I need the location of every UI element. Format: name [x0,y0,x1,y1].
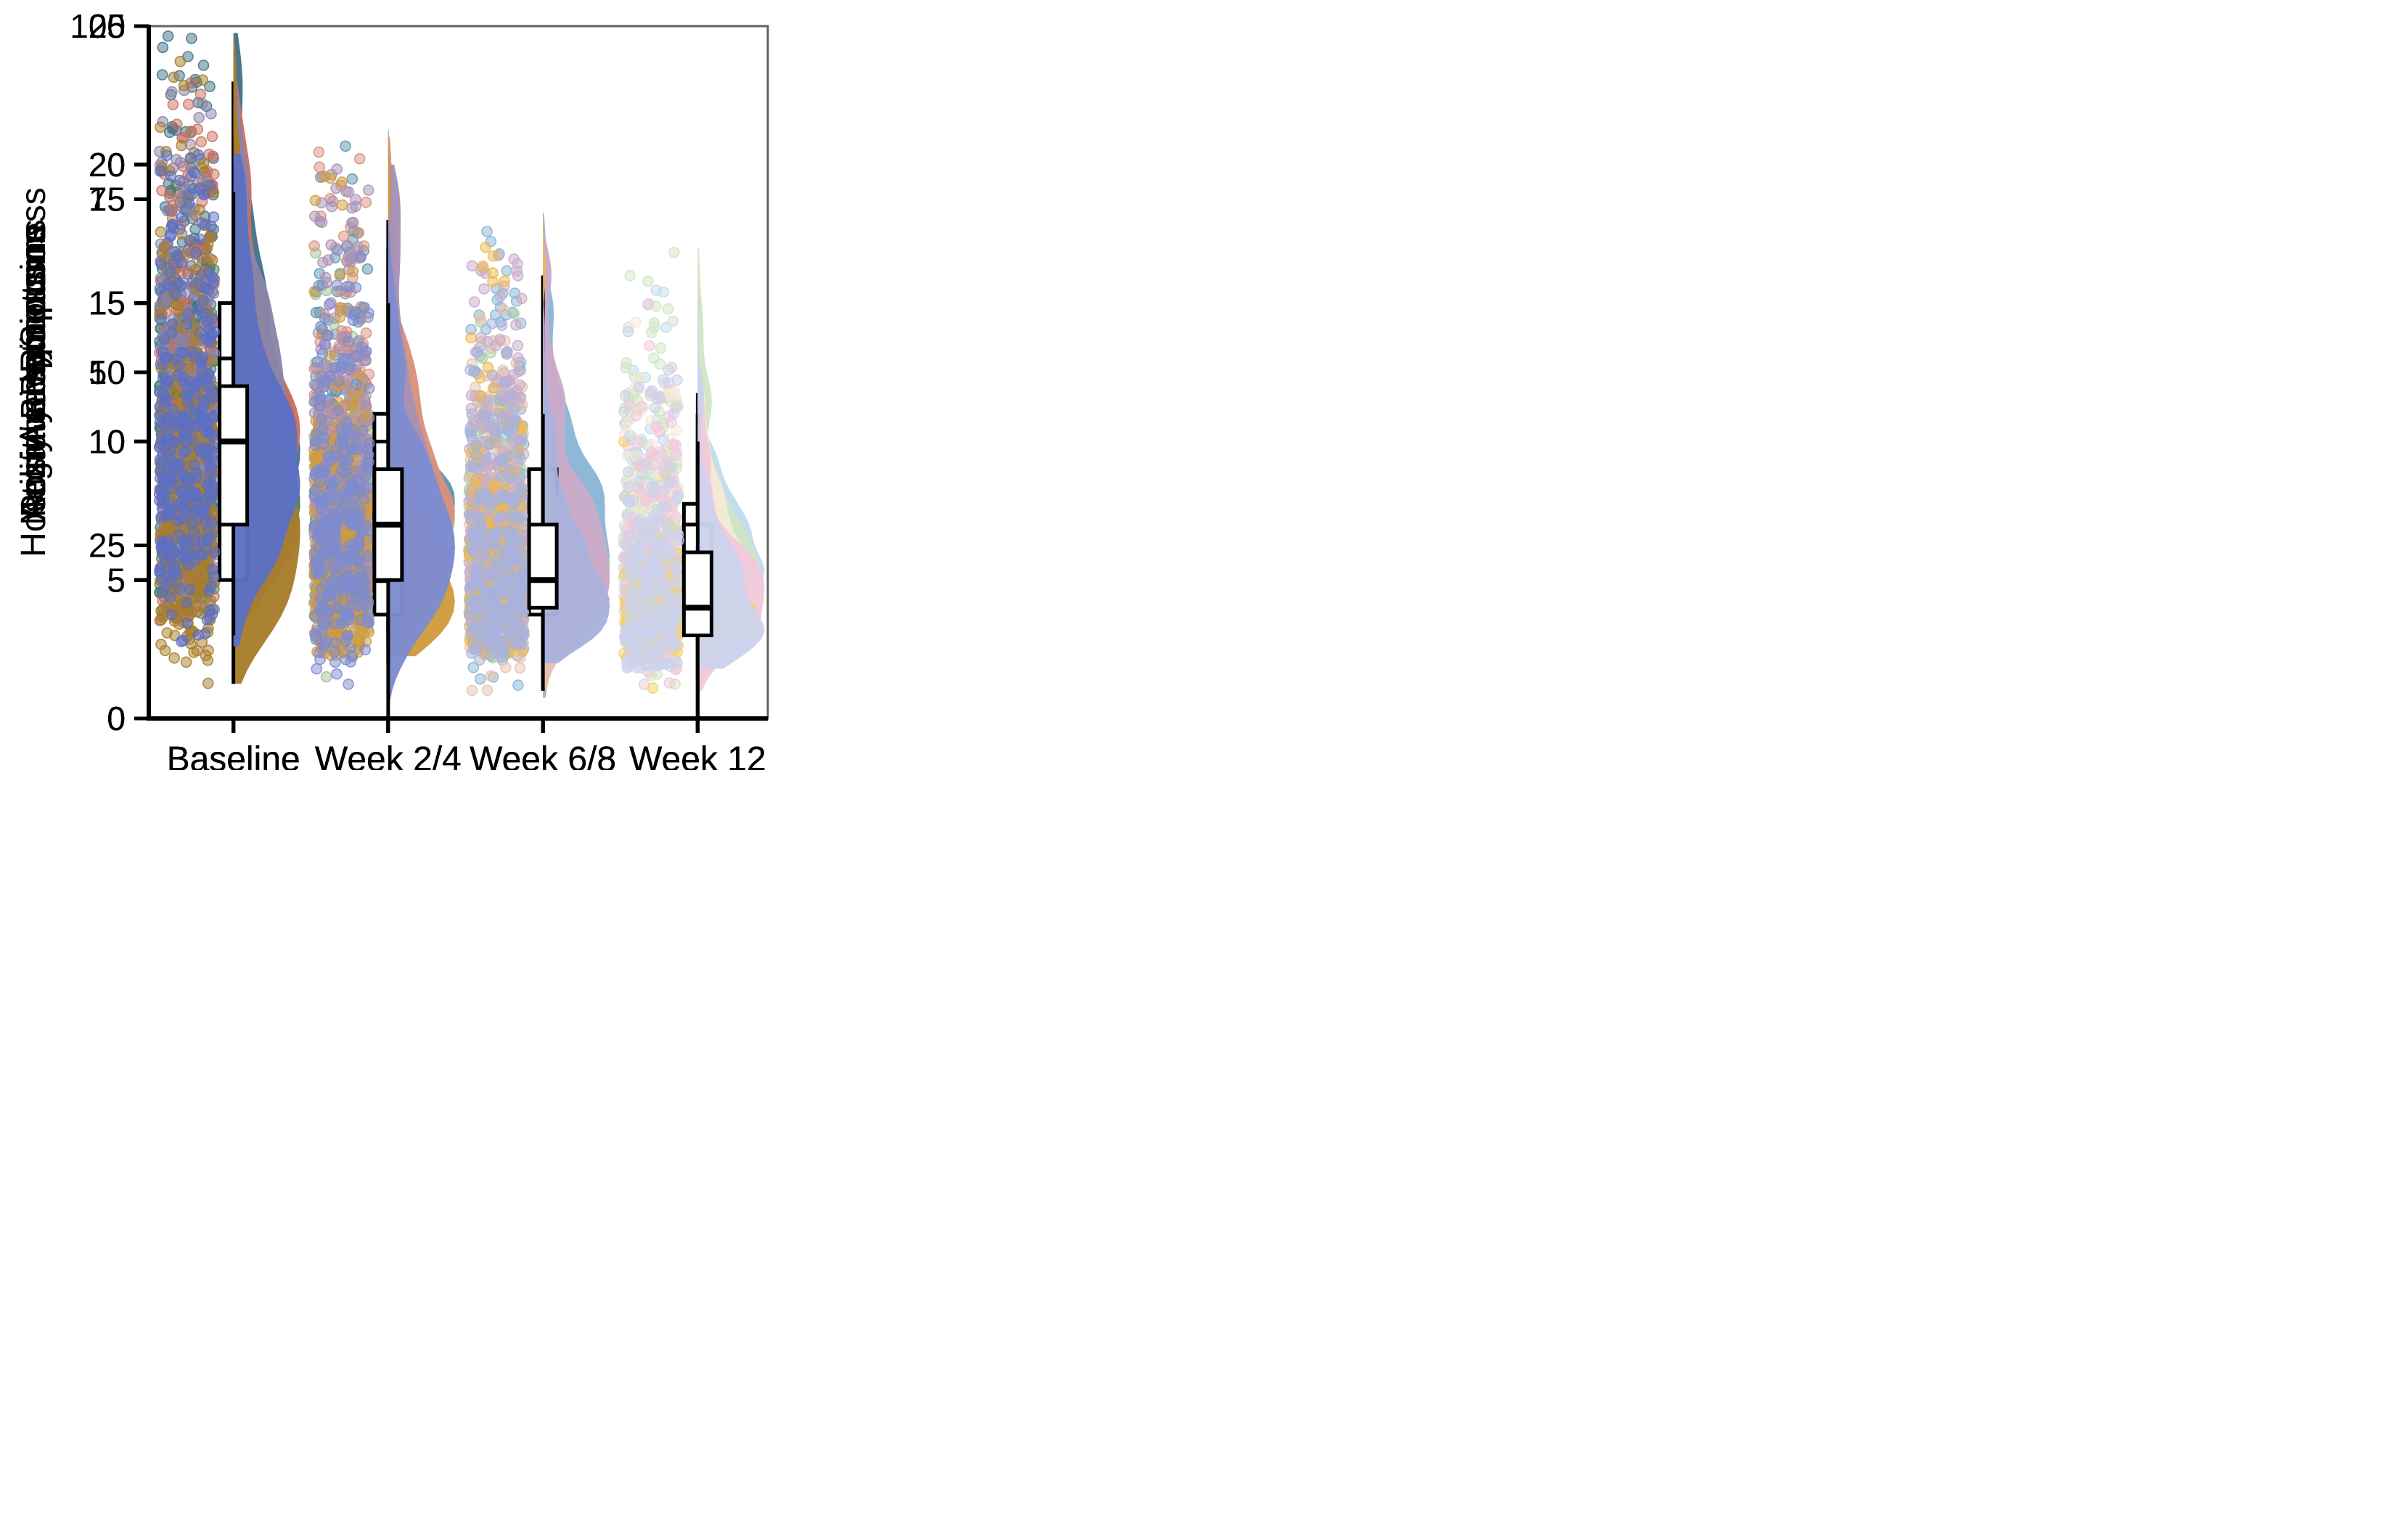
data-point [157,41,169,54]
y-tick-label: 100 [70,7,126,45]
data-point [361,263,374,275]
y-tick-label: 50 [89,353,126,391]
data-point [481,226,493,237]
data-point [474,673,486,685]
data-point [346,173,359,185]
x-tick-label: Week 6/8 [470,740,616,770]
y-axis-title: BPRS [15,325,53,420]
data-point [162,30,174,42]
y-tick-label: 0 [107,700,126,737]
data-point [204,81,216,92]
data-point [156,69,168,81]
data-point [197,60,210,71]
x-tick-label: Baseline [167,740,300,770]
y-tick-label: 25 [89,527,126,565]
y-tick-label: 75 [89,181,126,218]
data-point [340,140,351,152]
data-point [512,679,524,691]
data-point [467,661,480,673]
data-point [186,33,197,44]
x-tick-label: Week 12 [629,740,766,770]
x-tick-label: Week 2/4 [315,740,462,770]
